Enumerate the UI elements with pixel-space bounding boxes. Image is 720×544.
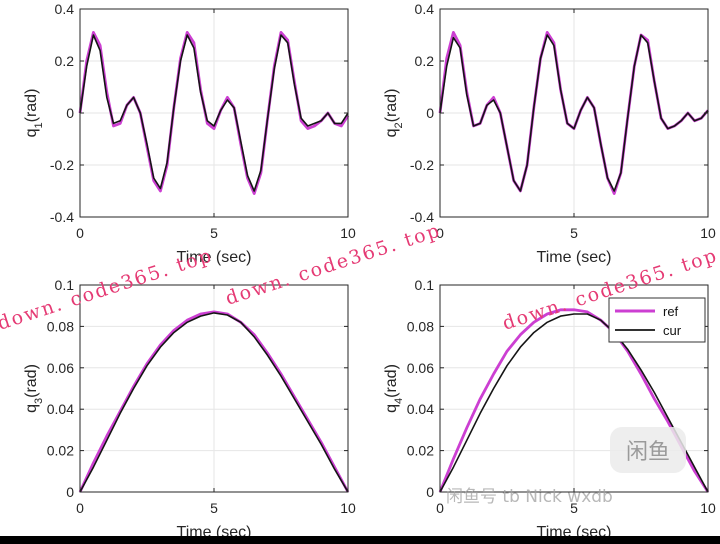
plot-q1: 0 5 10 -0.4 -0.2 0 0.2 0.4 Time (sec) q1(rad) bbox=[23, 1, 356, 266]
plot-q2: 0 5 10 -0.4 -0.2 0 0.2 0.4 Time (sec) q2(rad) bbox=[383, 1, 716, 266]
y-tick-label: 0 bbox=[66, 484, 74, 500]
y-axis-label-unit: (rad) bbox=[383, 89, 400, 123]
y-tick-label: 0.1 bbox=[415, 277, 435, 293]
y-tick-label: 0 bbox=[426, 105, 434, 121]
series-ref-line bbox=[78, 310, 350, 493]
y-tick-label: 0.08 bbox=[47, 318, 74, 334]
y-tick-label: 0.06 bbox=[407, 360, 434, 376]
legend: ref cur bbox=[608, 297, 706, 343]
series-cur-line bbox=[79, 312, 349, 493]
series-cur-line bbox=[439, 34, 709, 192]
series-cur-line bbox=[439, 313, 709, 493]
y-axis-label-base: q bbox=[23, 129, 40, 138]
y-tick-label: 0.2 bbox=[415, 53, 435, 69]
x-tick-label: 5 bbox=[570, 500, 578, 516]
y-tick-label: 0.08 bbox=[407, 318, 434, 334]
y-axis-label-subscript: 4 bbox=[393, 398, 405, 404]
y-axis-label-subscript: 2 bbox=[393, 122, 405, 128]
y-axis-label: q2(rad) bbox=[383, 89, 405, 138]
x-tick-label: 0 bbox=[436, 225, 444, 241]
legend-box bbox=[608, 297, 706, 343]
y-tick-label: 0.2 bbox=[55, 53, 75, 69]
x-tick-label: 0 bbox=[436, 500, 444, 516]
y-axis-label-unit: (rad) bbox=[23, 89, 40, 123]
series-ref-line bbox=[438, 308, 710, 493]
x-tick-label: 5 bbox=[570, 225, 578, 241]
y-axis-label-unit: (rad) bbox=[23, 364, 40, 398]
y-tick-label: -0.4 bbox=[410, 209, 434, 225]
y-tick-label: 0 bbox=[426, 484, 434, 500]
series-cur-line bbox=[79, 34, 349, 192]
y-tick-label: -0.2 bbox=[410, 157, 434, 173]
y-axis-label: q3(rad) bbox=[23, 364, 45, 413]
x-tick-label: 0 bbox=[76, 225, 84, 241]
x-axis-label: Time (sec) bbox=[537, 249, 612, 266]
y-tick-label: -0.4 bbox=[50, 209, 74, 225]
y-tick-label: 0.04 bbox=[407, 401, 434, 417]
overlay-watermark-text: 闲鱼号 tb Nick wxdb bbox=[446, 487, 613, 507]
y-tick-label: 0.4 bbox=[415, 1, 435, 17]
y-tick-label: 0.4 bbox=[55, 1, 75, 17]
y-tick-label: 0.04 bbox=[47, 401, 74, 417]
y-axis-label-unit: (rad) bbox=[383, 364, 400, 398]
x-tick-label: 10 bbox=[700, 500, 716, 516]
y-tick-label: 0 bbox=[66, 105, 74, 121]
x-tick-label: 10 bbox=[340, 500, 356, 516]
y-tick-label: 0.06 bbox=[47, 360, 74, 376]
legend-label-ref: ref bbox=[663, 304, 679, 319]
x-tick-label: 5 bbox=[210, 225, 218, 241]
y-axis-label-base: q bbox=[383, 129, 400, 138]
overlay-logo-box: 闲鱼 bbox=[610, 427, 686, 473]
x-tick-label: 10 bbox=[700, 225, 716, 241]
x-tick-label: 0 bbox=[76, 500, 84, 516]
y-tick-label: -0.2 bbox=[50, 157, 74, 173]
y-axis-label: q1(rad) bbox=[23, 89, 45, 138]
y-axis-label-subscript: 1 bbox=[33, 122, 45, 128]
x-axis-label: Time (sec) bbox=[177, 249, 252, 266]
y-tick-label: 0.1 bbox=[55, 277, 75, 293]
y-tick-label: 0.02 bbox=[47, 443, 74, 459]
y-axis-label-base: q bbox=[383, 404, 400, 413]
y-axis-label-base: q bbox=[23, 404, 40, 413]
x-tick-label: 10 bbox=[340, 225, 356, 241]
legend-label-cur: cur bbox=[663, 323, 682, 338]
bottom-black-bar bbox=[0, 536, 720, 544]
x-tick-label: 5 bbox=[210, 500, 218, 516]
y-tick-label: 0.02 bbox=[407, 443, 434, 459]
y-axis-label: q4(rad) bbox=[383, 364, 405, 413]
y-axis-label-subscript: 3 bbox=[33, 398, 45, 404]
